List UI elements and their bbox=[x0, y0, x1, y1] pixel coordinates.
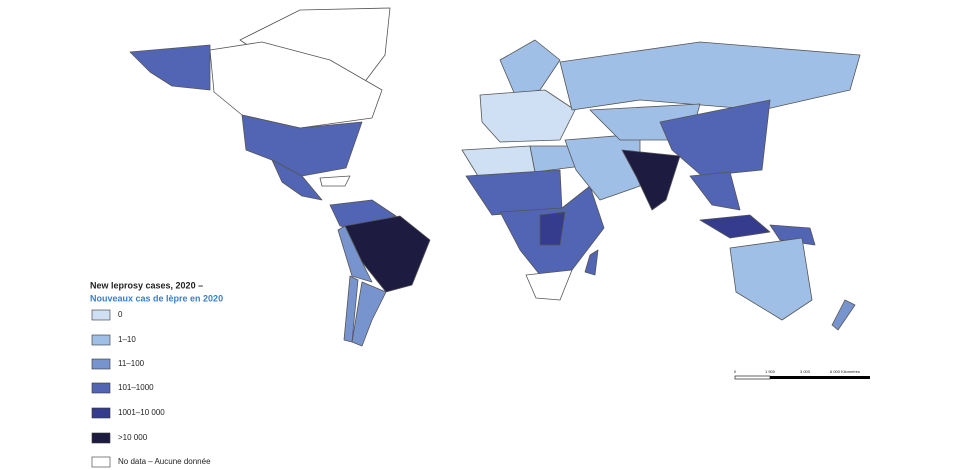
country bbox=[564, 133, 641, 201]
country bbox=[769, 224, 816, 246]
country bbox=[209, 41, 383, 129]
legend-label: 1001–10 000 bbox=[118, 408, 165, 417]
country bbox=[129, 44, 211, 91]
legend-subtitle: Nouveaux cas de lèpre en 2020 bbox=[90, 293, 223, 303]
country bbox=[689, 171, 741, 211]
country bbox=[699, 214, 771, 239]
country bbox=[831, 299, 856, 331]
legend: New leprosy cases, 2020 – Nouveaux cas d… bbox=[90, 280, 223, 468]
legend-swatch bbox=[91, 334, 111, 346]
country bbox=[319, 175, 351, 187]
legend-label: >10 000 bbox=[118, 433, 148, 442]
country bbox=[337, 225, 373, 283]
country bbox=[351, 281, 387, 347]
legend-swatch bbox=[91, 456, 111, 468]
country bbox=[343, 275, 359, 343]
country bbox=[465, 169, 563, 216]
legend-label: 1–10 bbox=[118, 335, 136, 344]
legend-swatch bbox=[91, 358, 111, 370]
scale-label: 0 bbox=[734, 369, 737, 374]
country bbox=[241, 114, 363, 177]
country bbox=[539, 211, 566, 246]
country bbox=[525, 269, 573, 301]
country bbox=[659, 99, 771, 177]
legend-title: New leprosy cases, 2020 – bbox=[90, 280, 203, 290]
legend-label: 101–1000 bbox=[118, 383, 154, 392]
scale-bar: 0 1 500 3 000 6 000 Kilometres bbox=[734, 369, 870, 380]
legend-label: No data – Aucune donnée bbox=[118, 457, 211, 466]
legend-swatch bbox=[91, 432, 111, 444]
country bbox=[584, 249, 599, 276]
country bbox=[461, 145, 536, 177]
legend-label: 0 bbox=[118, 310, 123, 319]
country bbox=[479, 89, 576, 143]
scale-label: 1 500 bbox=[765, 369, 776, 374]
country bbox=[499, 39, 561, 96]
legend-swatch bbox=[91, 309, 111, 321]
country bbox=[559, 41, 861, 111]
scale-label: 3 000 bbox=[800, 369, 811, 374]
legend-swatch bbox=[91, 407, 111, 419]
country bbox=[271, 159, 323, 201]
country bbox=[621, 149, 681, 211]
country bbox=[729, 237, 813, 321]
world-map bbox=[129, 7, 861, 347]
scale-label: 6 000 Kilometres bbox=[830, 369, 860, 374]
legend-swatch bbox=[91, 382, 111, 394]
legend-label: 11–100 bbox=[118, 359, 145, 368]
